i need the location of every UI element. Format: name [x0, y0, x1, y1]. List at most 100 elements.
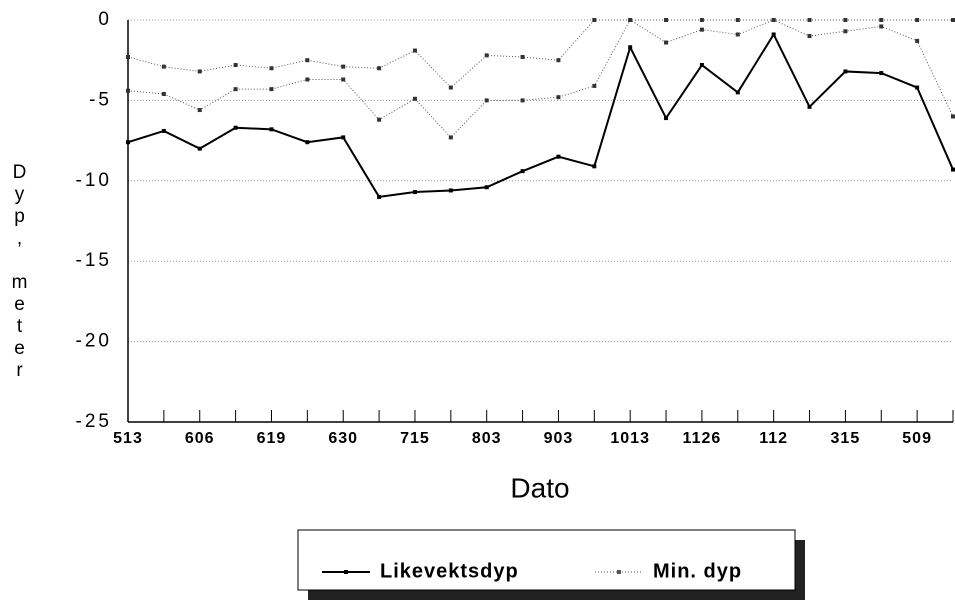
point-marker — [233, 87, 238, 92]
point-marker — [664, 18, 669, 22]
point-marker — [341, 77, 346, 82]
legend-marker — [344, 570, 348, 574]
point-marker — [448, 135, 453, 140]
point-marker — [771, 18, 776, 22]
point-marker — [197, 146, 202, 151]
y-tick-label: -25 — [76, 411, 112, 432]
point-marker — [556, 58, 561, 63]
x-tick-label: 112 — [759, 430, 788, 447]
point-marker — [807, 18, 812, 22]
y-axis-label: Dyp, meter — [9, 162, 30, 382]
point-marker — [664, 116, 669, 121]
y-tick-label: 0 — [98, 9, 112, 30]
point-marker — [197, 108, 202, 113]
point-marker — [879, 18, 884, 22]
legend-label: Likevektsdyp — [380, 560, 519, 582]
point-marker — [628, 45, 633, 50]
point-marker — [592, 164, 597, 169]
point-marker — [377, 66, 382, 71]
point-marker — [843, 69, 848, 74]
point-marker — [735, 90, 740, 95]
point-marker — [915, 18, 920, 22]
point-marker — [448, 85, 453, 90]
point-marker — [412, 96, 417, 101]
point-marker — [520, 54, 525, 59]
y-tick-label: -10 — [76, 170, 112, 191]
x-tick-label: 803 — [472, 430, 502, 447]
y-tick-label: -15 — [76, 250, 112, 271]
x-tick-label: 630 — [328, 430, 358, 447]
point-marker — [664, 40, 669, 45]
x-tick-label: 509 — [902, 430, 932, 447]
point-marker — [305, 140, 310, 145]
point-marker — [412, 190, 417, 195]
point-marker — [197, 69, 202, 74]
series-line — [127, 32, 954, 198]
point-marker — [592, 18, 597, 22]
x-tick-label: 513 — [113, 430, 143, 447]
series-line — [127, 19, 954, 139]
point-marker — [520, 169, 525, 174]
x-tick-label: 1013 — [610, 430, 650, 447]
point-marker — [735, 32, 740, 37]
point-marker — [771, 32, 776, 37]
point-marker — [556, 95, 561, 100]
point-marker — [448, 188, 453, 193]
point-marker — [484, 53, 489, 58]
series-line — [127, 19, 953, 89]
legend-label: Min. dyp — [653, 560, 742, 582]
point-marker — [484, 185, 489, 190]
point-marker — [699, 27, 704, 32]
point-marker — [126, 88, 130, 93]
x-tick-label: 315 — [831, 430, 861, 447]
legend-marker — [617, 570, 621, 574]
point-marker — [341, 64, 346, 69]
point-marker — [592, 83, 597, 88]
point-marker — [951, 114, 955, 119]
point-marker — [126, 54, 130, 59]
point-marker — [341, 135, 346, 140]
x-tick-label: 903 — [544, 430, 574, 447]
point-marker — [269, 66, 274, 71]
point-marker — [915, 38, 920, 43]
point-marker — [879, 24, 884, 29]
point-marker — [556, 154, 561, 159]
point-marker — [161, 91, 166, 96]
point-marker — [807, 34, 812, 39]
point-marker — [951, 18, 955, 22]
x-tick-label: 1126 — [683, 430, 722, 447]
point-marker — [699, 18, 704, 22]
point-marker — [628, 18, 633, 22]
point-marker — [269, 127, 274, 132]
point-marker — [484, 98, 489, 103]
x-tick-label: 606 — [185, 430, 215, 447]
point-marker — [520, 98, 525, 103]
point-marker — [843, 18, 848, 22]
point-marker — [377, 117, 382, 122]
point-marker — [377, 194, 382, 199]
point-marker — [843, 29, 848, 34]
point-marker — [126, 140, 130, 145]
x-tick-label: 619 — [257, 430, 287, 447]
legend-box — [297, 529, 796, 591]
point-marker — [412, 48, 417, 53]
point-marker — [161, 64, 166, 69]
y-tick-label: -5 — [89, 89, 112, 110]
point-marker — [699, 63, 704, 68]
point-marker — [233, 63, 238, 68]
point-marker — [951, 167, 955, 172]
x-tick-label: 715 — [400, 430, 430, 447]
point-marker — [233, 125, 238, 130]
point-marker — [807, 104, 812, 109]
y-tick-label: -20 — [76, 331, 112, 352]
point-marker — [305, 77, 310, 82]
point-marker — [305, 58, 310, 63]
point-marker — [269, 87, 274, 92]
point-marker — [735, 18, 740, 22]
point-marker — [161, 128, 166, 133]
point-marker — [915, 85, 920, 90]
x-axis-label: Dato — [510, 472, 569, 503]
point-marker — [879, 71, 884, 76]
